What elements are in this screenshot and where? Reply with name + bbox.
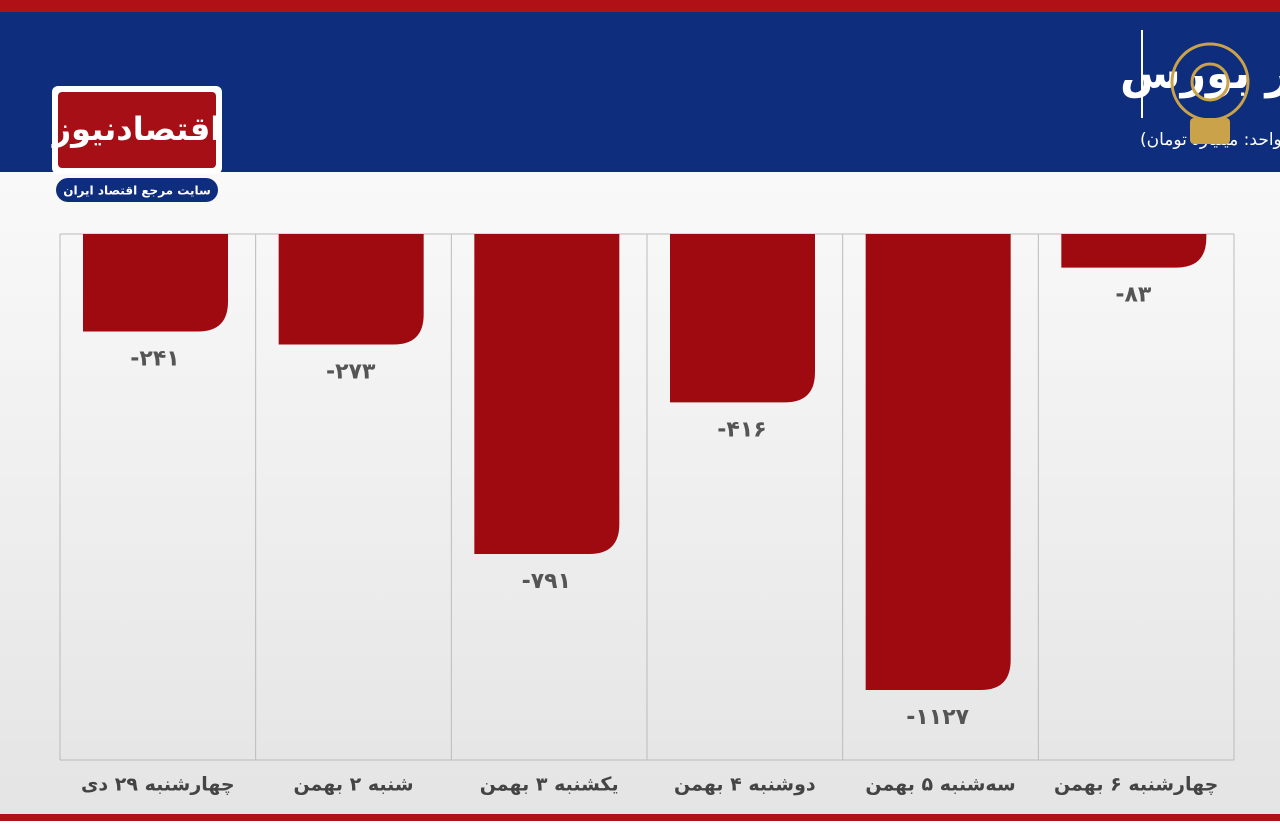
value-label: -۲۴۱ <box>130 347 179 372</box>
bottom-strip <box>0 814 1280 821</box>
logo-inner <box>58 92 216 168</box>
emblem-base <box>1190 118 1230 144</box>
bar <box>474 234 620 555</box>
top-strip <box>0 0 1280 12</box>
value-label: -۷۹۱ <box>522 569 571 594</box>
emblem-inner <box>1190 62 1230 102</box>
x-tick-label: یکشنبه ۳ بهمن <box>480 774 619 796</box>
value-label: -۱۱۲۷ <box>906 705 969 730</box>
value-label: -۲۷۳ <box>326 359 376 384</box>
bar <box>670 234 815 403</box>
bar <box>865 234 1011 691</box>
tagline-pill <box>56 178 218 202</box>
tagline: سایت مرجع اقتصاد ایران <box>63 184 211 198</box>
bar <box>83 234 228 332</box>
logo-text: اقتصادنیوز <box>51 110 222 148</box>
value-label: -۸۳ <box>1115 283 1152 308</box>
bar <box>1061 234 1207 268</box>
chart-title: روند ورود و خروج پول حقیقی در بورس <box>1120 48 1280 99</box>
x-tick-label: دوشنبه ۴ بهمن <box>674 774 816 796</box>
x-tick-label: چهارشنبه ۶ بهمن <box>1054 774 1218 796</box>
x-tick-label: شنبه ۲ بهمن <box>293 774 413 796</box>
x-tick-label: چهارشنبه ۲۹ دی <box>81 774 235 796</box>
bar <box>278 234 424 345</box>
value-label: -۴۱۶ <box>717 417 766 442</box>
x-tick-label: سه‌شنبه ۵ بهمن <box>865 774 1015 796</box>
